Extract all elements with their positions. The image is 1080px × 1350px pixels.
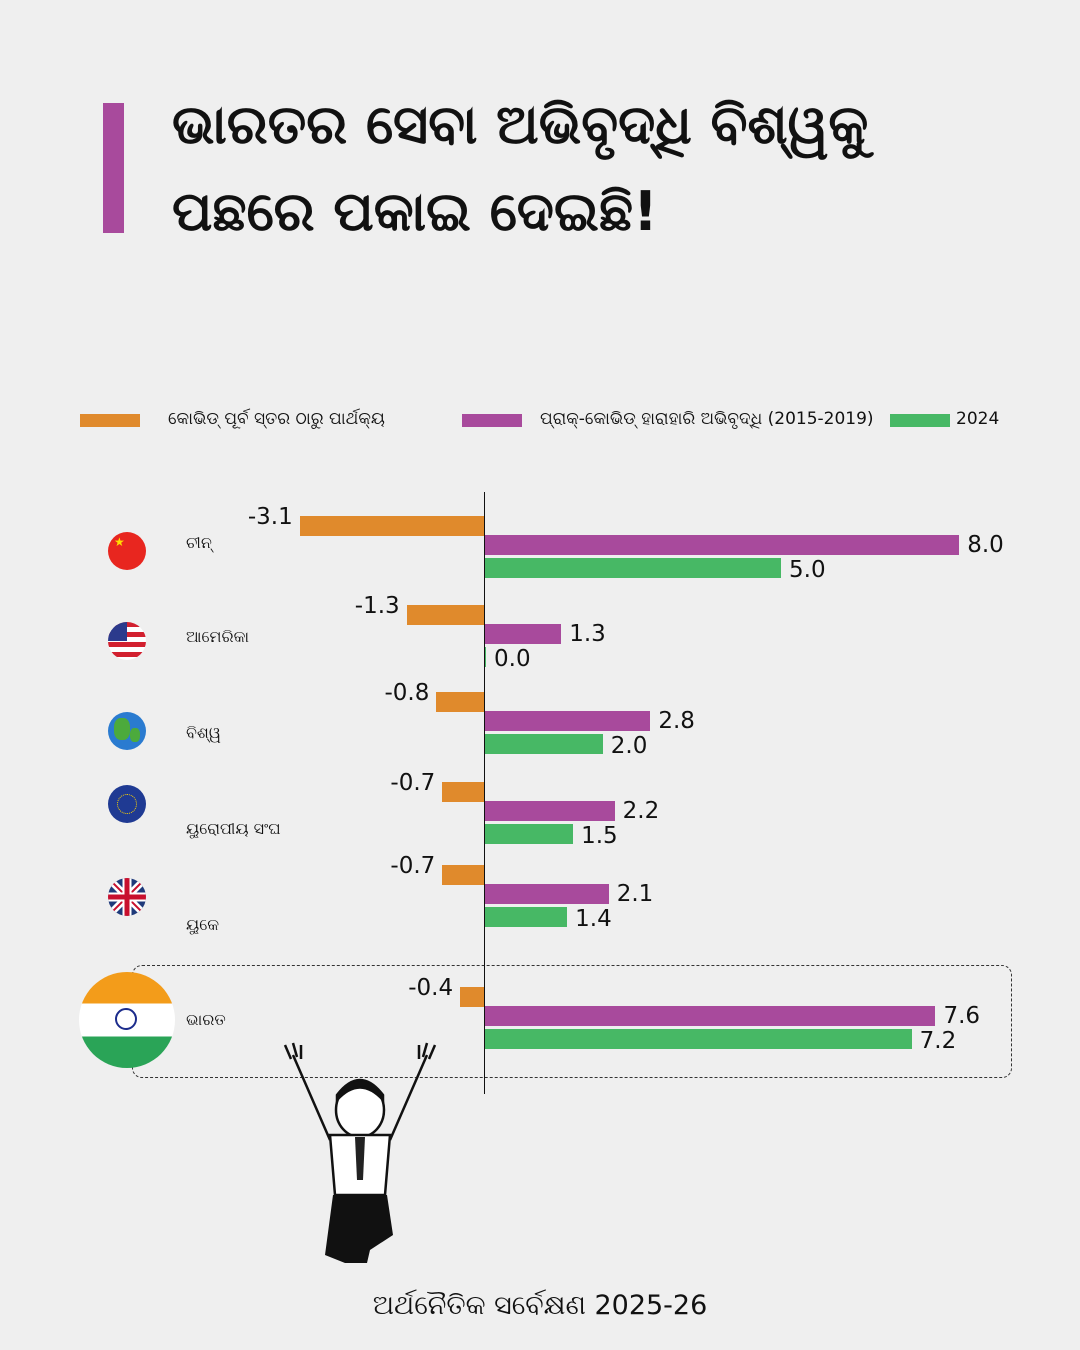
uk-flag-icon (108, 878, 146, 916)
china-flag-icon: ★ (108, 532, 146, 570)
bar-series-0 (299, 516, 484, 536)
bar-series-1 (484, 711, 651, 731)
value-label: -0.7 (390, 853, 436, 879)
value-label: 2.2 (622, 798, 660, 824)
title-accent-bar (103, 103, 124, 233)
bar-series-0 (406, 605, 484, 625)
bar-series-1 (484, 535, 960, 555)
india-flag-icon (79, 972, 175, 1068)
value-label: -0.8 (384, 680, 430, 706)
country-label: ଆମେରିକା (186, 627, 250, 646)
legend-label-0: କୋଭିଡ୍ ପୂର୍ବ ସ୍ତର ଠାରୁ ପାର୍ଥକ୍ୟ (168, 409, 385, 429)
value-label: 8.0 (967, 532, 1004, 558)
bar-series-2 (484, 907, 568, 927)
globe-icon (108, 712, 146, 750)
value-label: -0.4 (408, 975, 454, 1001)
bar-series-1 (484, 1006, 936, 1026)
bar-series-2 (484, 824, 574, 844)
country-label: ୟୁକେ (186, 915, 220, 934)
legend-swatch-purple (462, 414, 522, 427)
bar-series-0 (442, 865, 484, 885)
zero-axis (484, 492, 485, 1094)
legend-swatch-orange (80, 414, 140, 427)
country-label: ଭାରତ (186, 1010, 226, 1029)
value-label: 2.1 (616, 881, 654, 907)
value-label: -3.1 (247, 504, 293, 530)
bar-series-2 (484, 558, 781, 578)
legend-label-2: 2024 (956, 409, 1000, 429)
celebrating-person-illustration (283, 1042, 437, 1263)
bar-series-1 (484, 884, 609, 904)
value-label: 1.4 (575, 906, 612, 932)
bar-series-2 (484, 1029, 912, 1049)
bar-series-2 (484, 647, 486, 667)
source-footer: ଅର୍ଥନୈତିକ ସର୍ବେକ୍ଷଣ 2025-26 (372, 1290, 708, 1321)
bar-series-0 (436, 692, 484, 712)
value-label: 2.0 (610, 733, 648, 759)
eu-flag-icon (108, 785, 146, 823)
value-label: -0.7 (390, 770, 436, 796)
bar-series-1 (484, 624, 562, 644)
value-label: 1.5 (581, 823, 618, 849)
value-label: 2.8 (658, 708, 695, 734)
value-label: 1.3 (569, 621, 606, 647)
country-label: ଚୀନ୍ (186, 533, 212, 552)
value-label: 5.0 (789, 557, 826, 583)
usa-flag-icon (108, 622, 146, 660)
country-label: ବିଶ୍ୱ (186, 723, 221, 742)
value-label: 0.0 (494, 646, 531, 672)
legend-swatch-green (890, 414, 950, 427)
value-label: -1.3 (354, 593, 400, 619)
bar-series-0 (442, 782, 484, 802)
title-line-2: ପଛରେ ପକାଇ ଦେଇଛି! (172, 180, 658, 243)
legend-label-1: ପ୍ରାକ୍-କୋଭିଡ୍ ହାରାହାରି ଅଭିବୃଦ୍ଧି (2015-2… (540, 409, 874, 429)
bar-series-2 (484, 734, 603, 754)
value-label: 7.2 (919, 1028, 957, 1054)
value-label: 7.6 (943, 1003, 981, 1029)
bar-series-1 (484, 801, 615, 821)
bar-series-0 (460, 987, 484, 1007)
country-label: ୟୁରୋପୀୟ ସଂଘ (186, 819, 281, 838)
title-line-1: ଭାରତର ସେବା ଅଭିବୃଦ୍ଧି ବିଶ୍ୱକୁ (172, 93, 869, 156)
